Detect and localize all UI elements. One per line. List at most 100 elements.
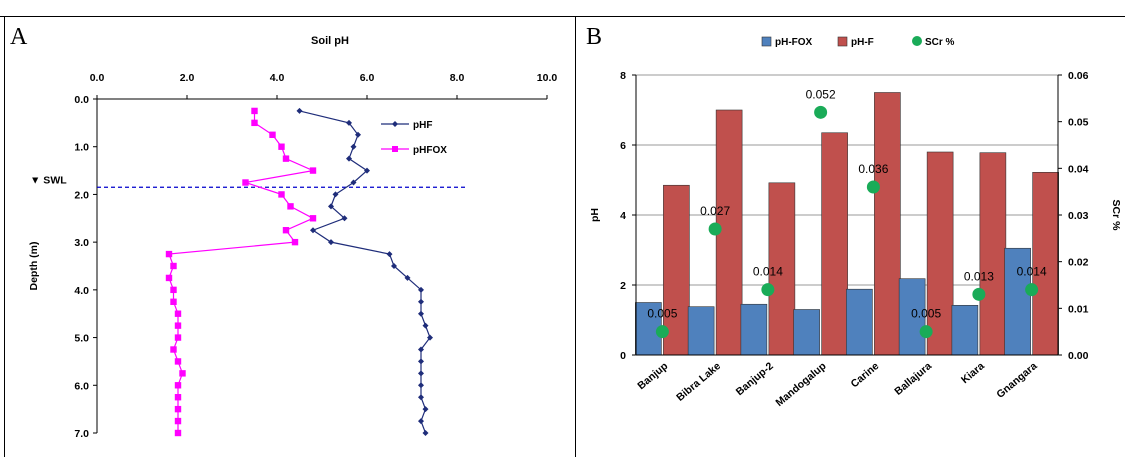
- data-point-pHF: [418, 310, 424, 317]
- data-label-scr: 0.014: [1017, 265, 1047, 279]
- data-point-pHFOX: [170, 346, 177, 353]
- panel-a-line-chart: Soil pH 0.0 2.0 4.0 6.0 8.0 10.0 0.0 1.0 2.0 3.0 4.…: [28, 35, 557, 440]
- bar-ph-f: [979, 152, 1007, 356]
- data-point-pHF: [328, 203, 334, 210]
- data-point-pHFOX: [174, 394, 182, 401]
- x-category-label-b: Carine: [849, 360, 882, 390]
- x-tick-label-a: 8.0: [450, 72, 465, 84]
- data-point-pHF: [418, 346, 424, 353]
- y-tick-label-b: 8: [620, 70, 626, 82]
- bar-ph-fox: [740, 303, 768, 356]
- legend-label-ph-f: pH-F: [851, 37, 874, 48]
- y2-axis-label-b: SCr %: [1110, 200, 1122, 232]
- data-point-pHFOX: [291, 238, 299, 246]
- legend-swatch-scr: [912, 36, 922, 46]
- data-point-pHFOX: [278, 191, 285, 198]
- y-tick-label-a: 3.0: [74, 237, 89, 249]
- data-label-scr: 0.005: [911, 307, 941, 321]
- scatter-point-scr: [814, 105, 828, 119]
- scatter-point-scr: [866, 180, 880, 194]
- data-label-scr: 0.027: [700, 204, 730, 218]
- x-category-label-b: Mandogalup: [773, 360, 828, 409]
- bar-ph-f: [663, 184, 690, 356]
- data-point-pHF: [332, 191, 339, 198]
- data-point-pHFOX: [174, 382, 182, 389]
- bar-ph-f: [1032, 172, 1059, 356]
- y-tick-label-a: 0.0: [74, 94, 89, 106]
- data-point-pHFOX: [282, 155, 290, 162]
- x-category-label-b: Kiara: [959, 360, 987, 386]
- data-point-pHF: [350, 179, 357, 186]
- legend-label-pHF: pHF: [413, 120, 432, 131]
- data-point-pHF: [418, 418, 424, 425]
- x-tick-label-a: 0.0: [90, 72, 105, 84]
- x-tick-label-a: 6.0: [360, 72, 375, 84]
- data-point-pHFOX: [242, 179, 249, 186]
- data-point-pHF: [328, 239, 334, 246]
- data-point-pHF: [418, 382, 424, 389]
- x-tick-label-a: 2.0: [180, 72, 195, 84]
- x-category-label-b: Banjup-2: [734, 360, 776, 398]
- data-point-pHF: [355, 131, 361, 138]
- y-axis-label-b: pH: [589, 208, 601, 222]
- data-point-pHF: [418, 370, 424, 377]
- data-point-pHFOX: [269, 131, 276, 138]
- scatter-point-scr: [761, 283, 775, 297]
- chart-a-title: Soil pH: [311, 35, 349, 47]
- data-point-pHFOX: [170, 286, 177, 294]
- data-point-pHF: [418, 286, 424, 293]
- bar-ph-fox: [846, 288, 873, 356]
- series-line-pHF: [299, 110, 431, 434]
- y-tick-label-a: 4.0: [74, 285, 89, 297]
- y2-tick-label-b: 0.02: [1068, 257, 1089, 269]
- y2-tick-label-b: 0.05: [1068, 117, 1089, 129]
- y-tick-label-b: 2: [620, 280, 626, 292]
- data-point-pHF: [418, 358, 424, 365]
- y-tick-label-a: 5.0: [74, 333, 89, 345]
- data-point-pHFOX: [165, 274, 173, 282]
- y-tick-label-b: 4: [620, 210, 626, 222]
- bar-ph-fox: [793, 309, 820, 356]
- data-point-pHF: [422, 430, 429, 436]
- data-point-pHF: [346, 119, 352, 126]
- data-point-pHFOX: [278, 143, 285, 150]
- y-tick-label-b: 6: [620, 140, 626, 152]
- bar-ph-f: [768, 182, 796, 356]
- y2-tick-label-b: 0.01: [1068, 303, 1089, 315]
- scatter-point-scr: [655, 325, 669, 339]
- data-point-pHF: [386, 251, 393, 258]
- y2-tick-label-b: 0.06: [1068, 70, 1089, 82]
- data-label-scr: 0.005: [647, 307, 677, 321]
- data-point-pHFOX: [165, 250, 173, 258]
- data-point-pHF: [310, 227, 316, 234]
- data-point-pHFOX: [174, 322, 182, 329]
- data-point-pHF: [418, 298, 424, 305]
- data-point-pHF: [296, 107, 303, 114]
- series-line-pHFOX: [168, 110, 316, 433]
- data-label-scr: 0.013: [964, 269, 994, 283]
- data-point-pHFOX: [287, 203, 294, 210]
- data-point-pHFOX: [309, 215, 317, 222]
- bar-ph-f: [821, 132, 848, 356]
- x-tick-label-a: 10.0: [537, 72, 558, 84]
- data-point-pHF: [364, 167, 370, 174]
- data-point-pHFOX: [170, 262, 177, 270]
- x-category-label-b: Banjup: [635, 360, 670, 392]
- data-label-scr: 0.052: [806, 87, 836, 101]
- bar-ph-f: [926, 151, 954, 356]
- legend-label-scr %: SCr %: [925, 37, 955, 48]
- data-point-pHF: [418, 394, 424, 401]
- y-tick-label-a: 2.0: [74, 189, 89, 201]
- data-point-pHFOX: [309, 167, 317, 174]
- y-axis-label-a: Depth (m): [28, 242, 40, 291]
- data-point-pHFOX: [174, 405, 182, 413]
- data-point-pHF: [391, 263, 397, 269]
- data-label-scr: 0.014: [753, 265, 783, 279]
- panel-letter-b: B: [586, 24, 602, 50]
- legend-swatch-ph-fox: [761, 36, 772, 47]
- x-category-label-b: Ballajura: [892, 360, 934, 398]
- data-point-pHF: [346, 155, 352, 162]
- swl-label: ▼ SWL: [30, 174, 67, 186]
